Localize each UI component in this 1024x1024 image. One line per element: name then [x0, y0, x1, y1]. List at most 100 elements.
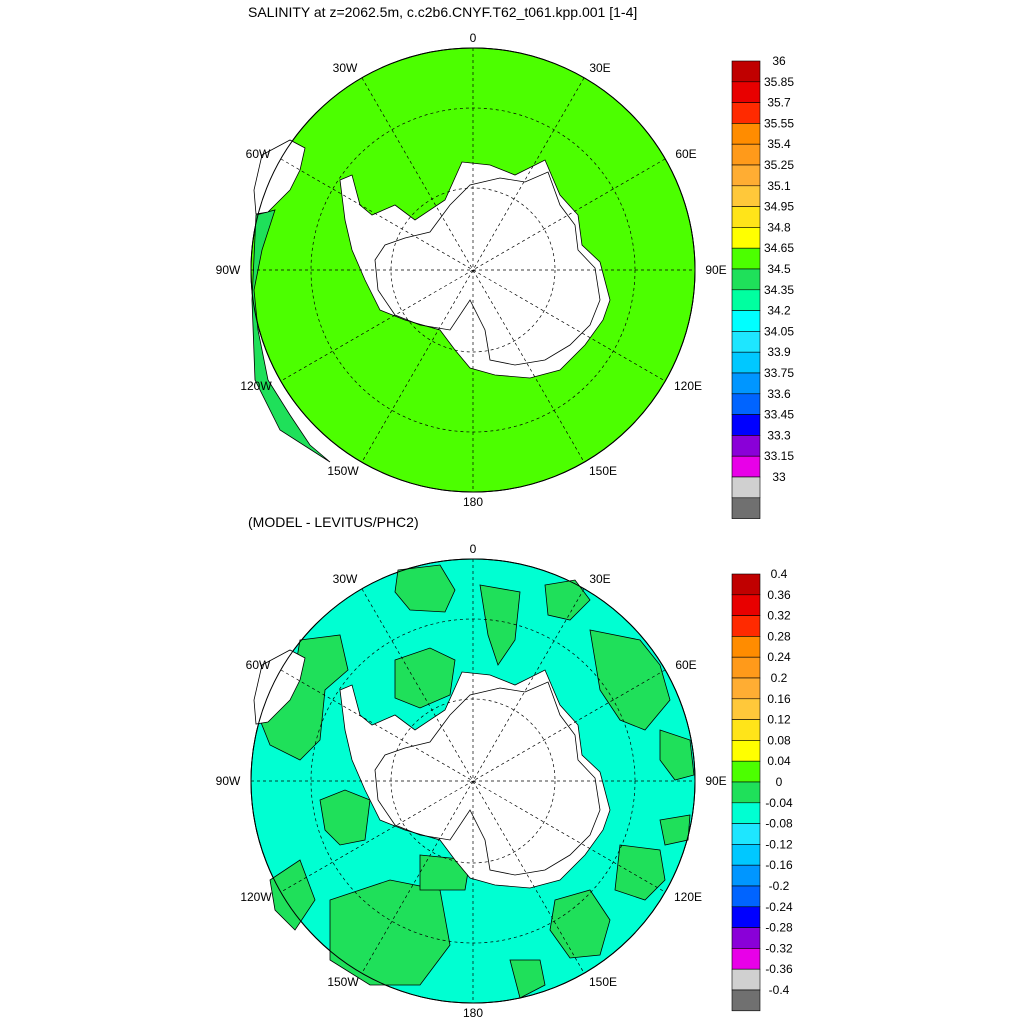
- colorbar-swatch: [731, 310, 761, 332]
- colorbar-tick-label: 35.4: [767, 137, 791, 151]
- colorbar-tick-label: -0.36: [765, 962, 793, 976]
- lon-label-30e: 30E: [589, 572, 610, 586]
- colorbar-swatch: [731, 927, 761, 949]
- colorbar-difference: 0.4 0.36 0.32 0.28 0.24 0.2 0.16 0.12 0.08 0.04 0 -…: [731, 567, 793, 1012]
- colorbar-salinity: 36 35.85 35.7 35.55 35.4 35.25 35.1 34.95 34.8 34…: [731, 54, 794, 519]
- map-title-difference: (MODEL - LEVITUS/PHC2): [248, 514, 419, 530]
- lon-label-30w: 30W: [333, 61, 358, 75]
- lon-label-150e: 150E: [589, 464, 617, 478]
- secondary-band: [251, 209, 331, 463]
- colorbar-swatch: [731, 164, 761, 187]
- map-title-salinity: SALINITY at z=2062.5m, c.c2b6.CNYF.T62_t…: [248, 4, 638, 20]
- colorbar-swatch: [731, 719, 761, 741]
- colorbar-tick-label: -0.04: [765, 796, 793, 810]
- colorbar-swatch: [731, 802, 761, 824]
- polar-map-difference: 0 30E 60E 90E 120E 150E 180 150W 120W 90…: [216, 542, 727, 1020]
- colorbar-swatch: [731, 372, 761, 395]
- colorbar-tick-label: 34.8: [767, 220, 791, 234]
- colorbar-swatch: [731, 102, 761, 124]
- colorbar-swatch: [731, 81, 761, 103]
- graticule: [251, 48, 695, 492]
- lon-label-120e: 120E: [674, 890, 702, 904]
- colorbar-tick-label: -0.08: [765, 817, 793, 831]
- colorbar-swatch: [731, 143, 761, 166]
- antarctica-land: [339, 669, 611, 889]
- colorbar-swatch: [731, 497, 761, 519]
- colorbar-tick-label: -0.4: [769, 983, 790, 997]
- colorbar-tick-label: 34.05: [764, 324, 794, 338]
- lon-label-0: 0: [470, 31, 477, 45]
- antarctica-coastline: [374, 681, 601, 876]
- colorbar-swatch: [731, 823, 761, 845]
- colorbar-swatch: [731, 844, 761, 866]
- lon-label-150e: 150E: [589, 975, 617, 989]
- colorbar-swatch: [731, 906, 761, 928]
- lon-label-150w: 150W: [327, 975, 359, 989]
- colorbar-swatch: [731, 656, 761, 679]
- colorbar-swatch: [731, 594, 761, 616]
- lon-label-60w: 60W: [246, 658, 271, 672]
- colorbar-swatch: [731, 885, 761, 908]
- antarctica-coastline: [374, 171, 601, 366]
- colorbar-swatch: [731, 864, 761, 887]
- lon-label-90e: 90E: [705, 774, 726, 788]
- colorbar-tick-label: -0.2: [769, 879, 790, 893]
- lon-label-180: 180: [463, 1006, 483, 1020]
- lon-label-60e: 60E: [675, 147, 696, 161]
- south-america-land: [253, 649, 306, 725]
- colorbar-tick-label: 33.3: [767, 428, 791, 442]
- colorbar-swatch: [731, 476, 761, 499]
- lon-label-0: 0: [470, 542, 477, 556]
- lon-label-90w: 90W: [216, 263, 241, 277]
- south-america-land: [253, 139, 306, 215]
- colorbar-swatch: [731, 351, 761, 374]
- colorbar-swatch: [731, 948, 761, 970]
- colorbar-swatch: [731, 615, 761, 637]
- colorbar-tick-label: 34.35: [764, 283, 794, 297]
- lon-label-90e: 90E: [705, 263, 726, 277]
- colorbar-tick-label: 36: [772, 54, 786, 68]
- lon-label-30e: 30E: [589, 61, 610, 75]
- colorbar-swatch: [731, 740, 761, 762]
- colorbar-swatch: [731, 698, 761, 720]
- lon-label-60w: 60W: [246, 147, 271, 161]
- lon-label-60e: 60E: [675, 658, 696, 672]
- lon-label-120w: 120W: [240, 379, 272, 393]
- colorbar-swatch: [731, 781, 761, 804]
- colorbar-tick-label: 0.36: [767, 588, 791, 602]
- colorbar-swatch: [731, 247, 761, 270]
- colorbar-swatch: [731, 185, 761, 207]
- colorbar-tick-label: 35.7: [767, 96, 791, 110]
- colorbar-swatch: [731, 414, 761, 436]
- colorbar-swatch: [731, 435, 761, 457]
- colorbar-tick-label: 0: [776, 775, 783, 789]
- colorbar-tick-label: 33.45: [764, 408, 794, 422]
- antarctica-land: [339, 159, 611, 379]
- colorbar-swatch: [731, 573, 761, 596]
- colorbar-tick-label: 0.12: [767, 713, 791, 727]
- colorbar-swatch: [731, 331, 761, 353]
- colorbar-swatch: [731, 760, 761, 783]
- colorbar-tick-label: 0.24: [767, 650, 791, 664]
- colorbar-tick-label: 0.08: [767, 733, 791, 747]
- colorbar-swatch: [731, 968, 761, 991]
- colorbar-swatch: [731, 455, 761, 478]
- lon-label-90w: 90W: [216, 774, 241, 788]
- colorbar-swatch: [731, 60, 761, 83]
- colorbar-tick-label: 33.15: [764, 449, 794, 463]
- colorbar-tick-label: 34.65: [764, 241, 794, 255]
- colorbar-tick-label: 33.9: [767, 345, 791, 359]
- colorbar-tick-label: -0.24: [765, 900, 793, 914]
- colorbar-tick-label: 0.4: [771, 567, 788, 581]
- colorbar-tick-label: -0.12: [765, 837, 793, 851]
- colorbar-swatch: [731, 123, 761, 145]
- lon-label-180: 180: [463, 495, 483, 509]
- colorbar-tick-label: 0.16: [767, 692, 791, 706]
- lon-label-120e: 120E: [674, 379, 702, 393]
- graticule: [251, 559, 695, 1003]
- colorbar-tick-label: 35.85: [764, 75, 794, 89]
- lon-label-120w: 120W: [240, 890, 272, 904]
- colorbar-tick-label: 33: [772, 470, 786, 484]
- colorbar-tick-label: 33.75: [764, 366, 794, 380]
- colorbar-tick-label: 34.95: [764, 200, 794, 214]
